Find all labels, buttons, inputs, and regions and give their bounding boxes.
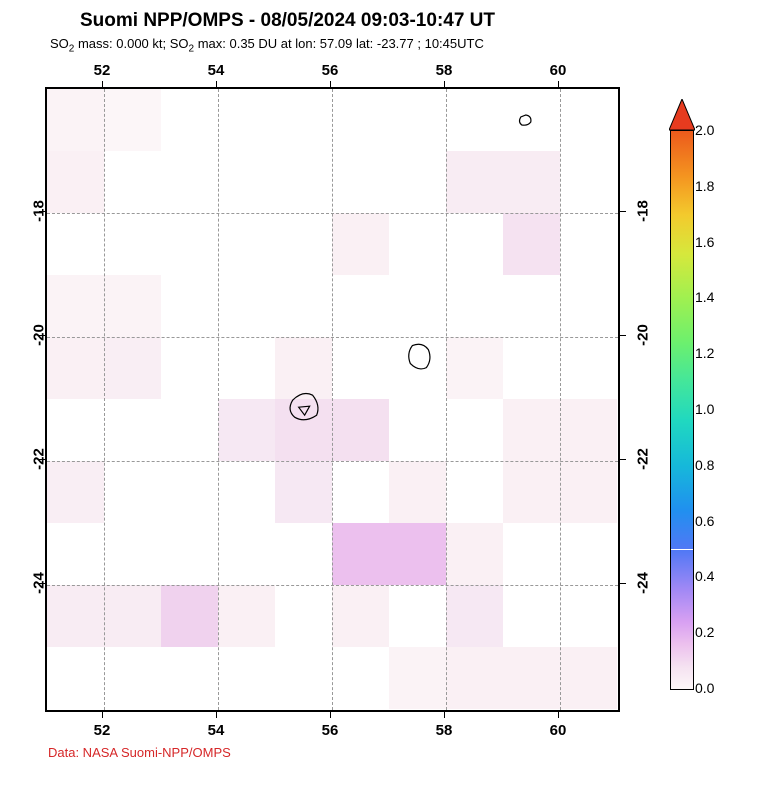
y-tick-label: -22 — [30, 448, 47, 470]
colorbar-segment — [671, 298, 693, 343]
colorbar-tick-label: 0.4 — [695, 568, 714, 584]
coastlines — [47, 89, 617, 709]
y-tick-label: -24 — [30, 572, 47, 594]
y-tick — [620, 335, 626, 336]
colorbar-tick-label: 0.2 — [695, 624, 714, 640]
colorbar-segment — [671, 589, 693, 622]
y-tick-label: -18 — [30, 200, 47, 222]
colorbar-tick-label: 2.0 — [695, 122, 714, 138]
colorbar-over-arrow — [669, 99, 695, 129]
y-tick-label: -24 — [634, 572, 651, 594]
x-tick — [330, 712, 331, 718]
colorbar-tick-label: 1.2 — [695, 345, 714, 361]
colorbar-segment — [671, 176, 693, 215]
colorbar-segment — [671, 343, 693, 382]
colorbar-tick-label: 1.8 — [695, 178, 714, 194]
plot-title: Suomi NPP/OMPS - 08/05/2024 09:03-10:47 … — [80, 10, 495, 32]
x-tick-label: 60 — [550, 722, 567, 739]
colorbar-segment — [671, 254, 693, 299]
x-tick-label: 54 — [208, 722, 225, 739]
x-tick — [330, 81, 331, 87]
colorbar-segment — [671, 215, 693, 254]
x-tick-label: 52 — [94, 62, 111, 79]
x-tick — [216, 81, 217, 87]
x-tick — [102, 712, 103, 718]
colorbar-segment — [671, 510, 693, 549]
colorbar-tick-label: 0.6 — [695, 513, 714, 529]
x-tick — [558, 712, 559, 718]
y-tick — [620, 459, 626, 460]
island-mauritius — [409, 344, 430, 369]
x-tick — [444, 81, 445, 87]
x-tick-label: 52 — [94, 722, 111, 739]
colorbar-tick-label: 0.8 — [695, 457, 714, 473]
colorbar: 0.00.20.40.60.81.01.21.41.61.82.0 PCA SO… — [670, 100, 760, 720]
x-tick — [558, 81, 559, 87]
colorbar-segment — [671, 667, 693, 689]
x-tick — [102, 81, 103, 87]
x-tick — [444, 712, 445, 718]
map-plot-area — [45, 87, 620, 712]
x-tick-label: 60 — [550, 62, 567, 79]
y-tick — [620, 583, 626, 584]
y-tick-label: -20 — [634, 324, 651, 346]
colorbar-segment — [671, 622, 693, 644]
y-tick — [620, 211, 626, 212]
colorbar-segment — [671, 466, 693, 511]
x-tick-label: 58 — [436, 722, 453, 739]
x-tick — [216, 712, 217, 718]
island-rodrigues — [520, 115, 531, 125]
colorbar-segment — [671, 644, 693, 666]
y-tick-label: -20 — [30, 324, 47, 346]
colorbar-tick-label: 1.4 — [695, 289, 714, 305]
x-tick-label: 54 — [208, 62, 225, 79]
x-tick-label: 56 — [322, 722, 339, 739]
colorbar-segment — [671, 421, 693, 466]
x-tick-label: 56 — [322, 62, 339, 79]
x-tick-label: 58 — [436, 62, 453, 79]
colorbar-tick-label: 0.0 — [695, 680, 714, 696]
data-credit: Data: NASA Suomi-NPP/OMPS — [48, 745, 231, 760]
colorbar-segment — [671, 382, 693, 421]
colorbar-segment — [671, 550, 693, 589]
island-reunion — [290, 394, 318, 420]
plot-subtitle: SO2 mass: 0.000 kt; SO2 max: 0.35 DU at … — [50, 36, 484, 55]
colorbar-tick-label: 1.6 — [695, 234, 714, 250]
y-tick-label: -18 — [634, 200, 651, 222]
colorbar-segment — [671, 131, 693, 176]
colorbar-tick-label: 1.0 — [695, 401, 714, 417]
y-tick-label: -22 — [634, 448, 651, 470]
